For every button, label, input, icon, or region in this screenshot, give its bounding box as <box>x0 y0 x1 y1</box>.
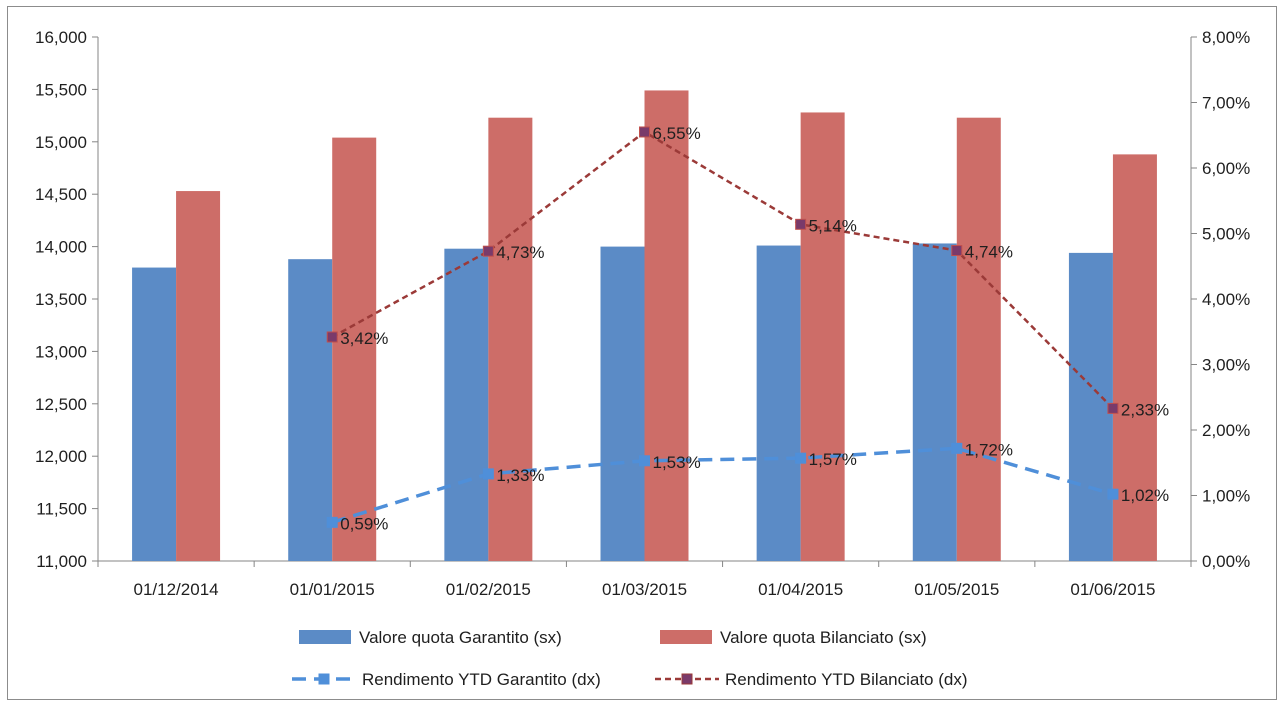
bar-garantito <box>132 267 177 561</box>
chart-frame: 11,000 11,500 12,000 12,500 13,000 13,500 14,0… <box>7 6 1277 700</box>
left-axis-tick-label: 15,500 <box>35 80 87 99</box>
point-garantito <box>326 516 338 528</box>
data-label-bilanciato: 3,42% <box>340 329 388 348</box>
point-bilanciato <box>326 331 338 343</box>
x-axis-tick-label: 01/02/2015 <box>446 580 531 599</box>
data-label-garantito: 1,53% <box>653 453 701 472</box>
bar-bilanciato <box>800 112 845 562</box>
bar-bilanciato <box>644 90 689 561</box>
legend-swatch-bar <box>299 630 351 644</box>
data-label-bilanciato: 6,55% <box>653 124 701 143</box>
legend-swatch-marker <box>318 673 330 685</box>
legend-swatch-marker <box>681 673 693 685</box>
x-axis-tick-label: 01/06/2015 <box>1070 580 1155 599</box>
point-garantito <box>795 452 807 464</box>
bar-garantito <box>912 243 957 561</box>
x-axis-tick-label: 01/01/2015 <box>290 580 375 599</box>
combo-chart: 11,000 11,500 12,000 12,500 13,000 13,500 14,0… <box>35 28 1250 689</box>
left-axis-tick-label: 12,000 <box>35 447 87 466</box>
bar-garantito <box>288 259 333 561</box>
right-axis-tick-label: 7,00% <box>1202 94 1250 113</box>
data-label-garantito: 1,02% <box>1121 486 1169 505</box>
bar-bilanciato <box>956 117 1001 562</box>
bar-bilanciato <box>1112 154 1157 561</box>
left-axis-tick-label: 14,000 <box>35 238 87 257</box>
bar-garantito <box>600 246 645 561</box>
data-label-bilanciato: 4,73% <box>496 243 544 262</box>
left-axis-tick-label: 11,000 <box>36 552 87 571</box>
left-axis-tick-label: 13,000 <box>35 342 87 361</box>
right-axis-tick-label: 3,00% <box>1202 356 1250 375</box>
right-axis-tick-label: 4,00% <box>1202 290 1250 309</box>
x-axis-tick-label: 01/04/2015 <box>758 580 843 599</box>
left-axis-tick-label: 16,000 <box>35 28 87 47</box>
legend-swatch-bar <box>660 630 712 644</box>
point-bilanciato <box>482 245 494 257</box>
point-garantito <box>1107 488 1119 500</box>
right-axis-tick-label: 8,00% <box>1202 28 1250 47</box>
legend-label: Rendimento YTD Garantito (dx) <box>362 670 601 689</box>
data-label-garantito: 1,72% <box>965 440 1013 459</box>
left-axis-tick-label: 13,500 <box>35 290 87 309</box>
point-garantito <box>482 468 494 480</box>
point-garantito <box>951 442 963 454</box>
x-axis-tick-label: 01/05/2015 <box>914 580 999 599</box>
bar-bilanciato <box>488 117 533 562</box>
data-label-bilanciato: 4,74% <box>965 243 1013 262</box>
left-axis-tick-label: 11,500 <box>36 500 87 519</box>
bar-garantito <box>756 245 801 561</box>
legend-label: Valore quota Bilanciato (sx) <box>720 628 927 647</box>
right-axis-tick-label: 1,00% <box>1202 487 1250 506</box>
right-axis-tick-label: 0,00% <box>1202 552 1250 571</box>
legend-label: Valore quota Garantito (sx) <box>359 628 562 647</box>
bar-bilanciato <box>332 137 377 561</box>
right-axis-tick-label: 6,00% <box>1202 159 1250 178</box>
legend-label: Rendimento YTD Bilanciato (dx) <box>725 670 968 689</box>
point-garantito <box>639 455 650 467</box>
data-label-bilanciato: 2,33% <box>1121 400 1169 419</box>
bar-bilanciato <box>176 191 221 561</box>
left-axis-tick-label: 12,500 <box>35 395 87 414</box>
data-label-garantito: 0,59% <box>340 514 388 533</box>
data-label-garantito: 1,57% <box>809 450 857 469</box>
data-label-bilanciato: 5,14% <box>809 216 857 235</box>
line-garantito <box>331 446 1114 525</box>
right-axis-tick-label: 2,00% <box>1202 421 1250 440</box>
point-bilanciato <box>1107 402 1119 414</box>
data-label-garantito: 1,33% <box>496 466 544 485</box>
bar-garantito <box>444 248 489 562</box>
left-axis-tick-label: 15,000 <box>35 133 87 152</box>
point-bilanciato <box>795 218 807 230</box>
x-axis-tick-label: 01/12/2014 <box>134 580 219 599</box>
point-bilanciato <box>951 245 963 257</box>
left-axis-tick-label: 14,500 <box>35 185 87 204</box>
line-bilanciato <box>331 130 1114 410</box>
right-axis-tick-label: 5,00% <box>1202 225 1250 244</box>
bar-garantito <box>1068 252 1113 561</box>
x-axis-tick-label: 01/03/2015 <box>602 580 687 599</box>
point-bilanciato <box>639 126 650 138</box>
